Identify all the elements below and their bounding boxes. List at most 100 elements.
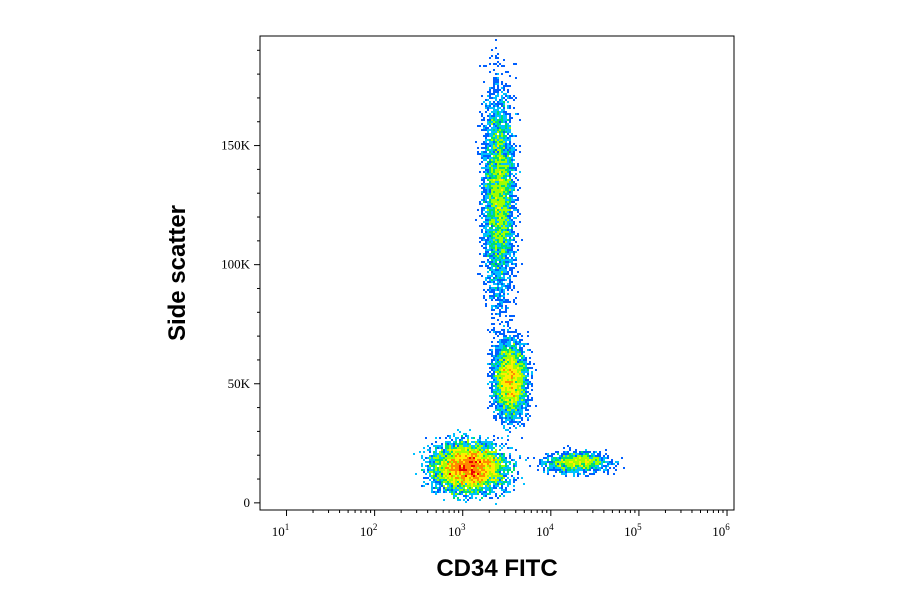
- event-dot: [511, 267, 513, 269]
- event-dot: [497, 155, 499, 157]
- event-dot: [479, 491, 481, 493]
- event-dot: [507, 271, 509, 273]
- event-dot: [593, 457, 595, 459]
- event-dot: [475, 475, 477, 477]
- event-dot: [489, 209, 491, 211]
- event-dot: [509, 371, 511, 373]
- event-dot: [483, 187, 485, 189]
- event-dot: [485, 263, 487, 265]
- event-dot: [573, 467, 575, 469]
- event-dot: [489, 199, 491, 201]
- event-dot: [505, 473, 507, 475]
- event-dot: [511, 353, 513, 355]
- event-dot: [501, 175, 503, 177]
- event-dot: [605, 453, 607, 455]
- event-dot: [497, 497, 499, 499]
- event-dot: [483, 479, 485, 481]
- event-dot: [507, 71, 509, 73]
- event-dot: [495, 455, 497, 457]
- event-dot: [503, 259, 505, 261]
- event-dot: [499, 273, 501, 275]
- event-dot: [479, 111, 481, 113]
- event-dot: [503, 231, 505, 233]
- event-dot: [491, 459, 493, 461]
- event-dot: [485, 493, 487, 495]
- event-dot: [469, 461, 471, 463]
- event-dot: [453, 461, 455, 463]
- event-dot: [499, 393, 501, 395]
- event-dot: [497, 379, 499, 381]
- event-dot: [433, 463, 435, 465]
- event-dot: [487, 177, 489, 179]
- event-dot: [495, 213, 497, 215]
- event-dot: [491, 287, 493, 289]
- event-dot: [493, 265, 495, 267]
- event-dot: [525, 391, 527, 393]
- event-dot: [501, 291, 503, 293]
- event-dot: [565, 451, 567, 453]
- event-dot: [509, 197, 511, 199]
- event-dot: [505, 267, 507, 269]
- event-dot: [483, 135, 485, 137]
- event-dot: [499, 179, 501, 181]
- event-dot: [513, 253, 515, 255]
- event-dot: [511, 411, 513, 413]
- event-dot: [495, 409, 497, 411]
- event-dot: [491, 139, 493, 141]
- event-dot: [495, 487, 497, 489]
- event-dot: [603, 469, 605, 471]
- event-dot: [539, 459, 541, 461]
- event-dot: [513, 165, 515, 167]
- event-dot: [513, 159, 515, 161]
- event-dot: [519, 405, 521, 407]
- event-dot: [525, 407, 527, 409]
- event-dot: [495, 493, 497, 495]
- event-dot: [503, 161, 505, 163]
- event-dot: [569, 461, 571, 463]
- event-dot: [463, 491, 465, 493]
- event-dot: [565, 471, 567, 473]
- event-dot: [509, 161, 511, 163]
- event-dot: [503, 457, 505, 459]
- event-dot: [443, 459, 445, 461]
- event-dot: [437, 479, 439, 481]
- event-dot: [463, 453, 465, 455]
- event-dot: [481, 441, 483, 443]
- event-dot: [447, 435, 449, 437]
- event-dot: [495, 183, 497, 185]
- event-dot: [499, 323, 501, 325]
- event-dot: [497, 331, 499, 333]
- event-dot: [467, 445, 469, 447]
- event-dot: [449, 475, 451, 477]
- event-dot: [507, 273, 509, 275]
- event-dot: [503, 97, 505, 99]
- y-tick-label: 150K: [221, 138, 251, 153]
- event-dot: [475, 497, 477, 499]
- event-dot: [501, 455, 503, 457]
- event-dot: [511, 245, 513, 247]
- event-dot: [493, 367, 495, 369]
- event-dot: [459, 489, 461, 491]
- event-dot: [499, 279, 501, 281]
- event-dot: [455, 449, 457, 451]
- event-dot: [499, 155, 501, 157]
- event-dot: [493, 123, 495, 125]
- event-dot: [511, 271, 513, 273]
- event-dot: [483, 157, 485, 159]
- event-dot: [515, 373, 517, 375]
- event-dot: [497, 345, 499, 347]
- event-dot: [487, 463, 489, 465]
- event-dot: [501, 481, 503, 483]
- event-dot: [501, 165, 503, 167]
- event-dot: [493, 357, 495, 359]
- event-dot: [443, 481, 445, 483]
- event-dot: [481, 129, 483, 131]
- event-dot: [501, 257, 503, 259]
- event-dot: [501, 167, 503, 169]
- event-dot: [555, 471, 557, 473]
- event-dot: [607, 471, 609, 473]
- event-dot: [509, 361, 511, 363]
- event-dot: [489, 247, 491, 249]
- event-dot: [443, 491, 445, 493]
- event-dot: [577, 463, 579, 465]
